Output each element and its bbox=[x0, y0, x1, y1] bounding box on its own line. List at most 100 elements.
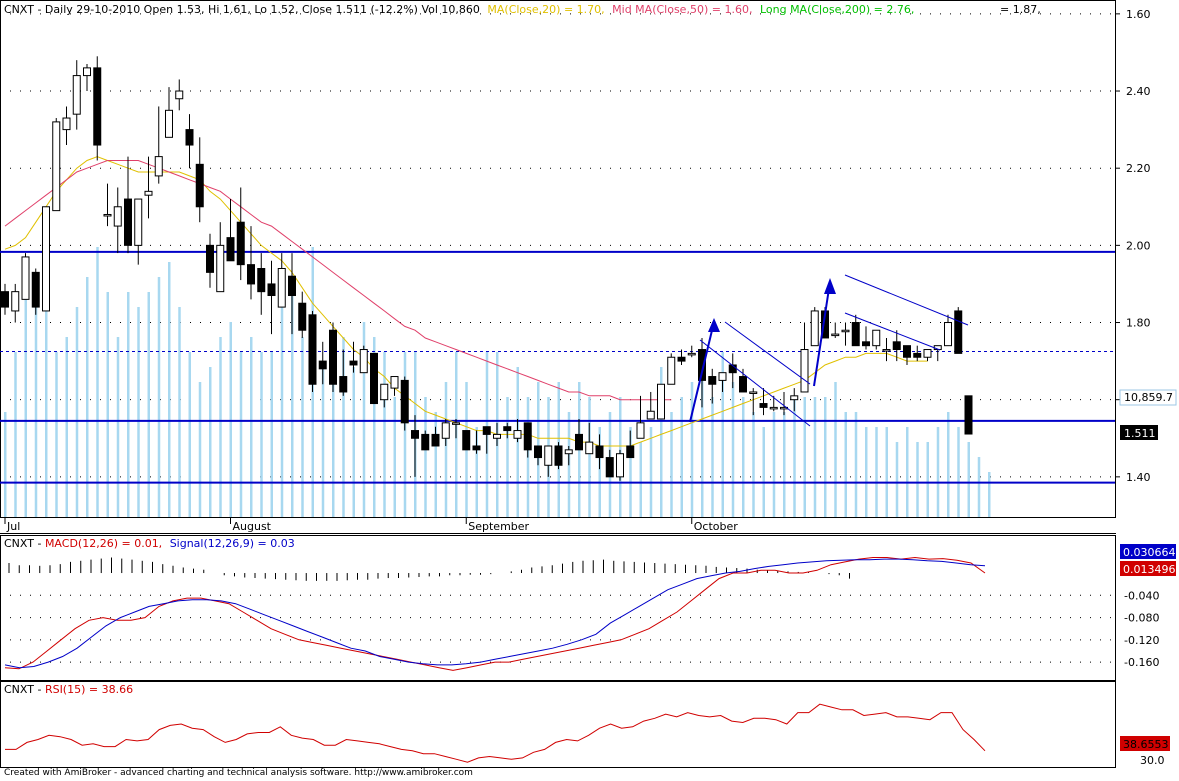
footer-credit: Created with AmiBroker - advanced charti… bbox=[4, 768, 473, 778]
candle-up bbox=[657, 383, 665, 420]
candle-up bbox=[103, 213, 112, 217]
signal-value-box bbox=[1120, 561, 1176, 576]
volume-value-box bbox=[1119, 389, 1177, 406]
macd-value-label: 0.030664 bbox=[1123, 546, 1176, 559]
candle-up bbox=[52, 121, 61, 212]
candle-down bbox=[472, 445, 481, 451]
macd-tick-label: -0.160 bbox=[1124, 656, 1159, 669]
volume-bar bbox=[588, 397, 591, 517]
volume-bar bbox=[916, 442, 919, 517]
volume-bar bbox=[147, 292, 150, 517]
volume-bar bbox=[772, 412, 776, 517]
volume-bar bbox=[865, 427, 868, 517]
candle-up bbox=[646, 410, 655, 420]
volume-bar bbox=[752, 412, 755, 517]
volume-bar bbox=[270, 352, 273, 517]
candle-down bbox=[185, 129, 194, 146]
candle-down bbox=[370, 352, 378, 405]
candle-down bbox=[523, 422, 532, 451]
candle-up bbox=[882, 349, 891, 352]
candle-down bbox=[339, 376, 348, 393]
trend-arrow-1-head bbox=[708, 318, 720, 332]
candle-up bbox=[216, 244, 225, 293]
price-tick-label: 1.80 bbox=[1126, 317, 1151, 330]
macd-panel-frame bbox=[0, 535, 1116, 681]
candle-down bbox=[308, 314, 317, 385]
price-tick-label: 1.40 bbox=[1126, 471, 1151, 484]
volume-bar bbox=[209, 367, 212, 517]
volume-bar bbox=[598, 427, 601, 517]
candle-down bbox=[288, 275, 296, 297]
candle-up bbox=[165, 109, 173, 138]
volume-bar bbox=[936, 427, 940, 517]
candle-up bbox=[800, 349, 809, 393]
volume-bar bbox=[362, 322, 366, 517]
volume-bar bbox=[116, 337, 120, 517]
trend-arrow-1 bbox=[689, 321, 715, 423]
rsi-header-ticker: CNXT - bbox=[4, 683, 45, 696]
candle-down bbox=[267, 283, 276, 297]
rsi-polyline bbox=[5, 703, 986, 763]
volume-bar bbox=[680, 397, 683, 517]
candle-down bbox=[421, 433, 430, 451]
candle-down bbox=[298, 302, 307, 331]
volume-bars bbox=[4, 247, 991, 517]
candle-down bbox=[677, 356, 686, 362]
price-tick-label: 2.00 bbox=[1126, 239, 1151, 252]
candle-up bbox=[380, 383, 389, 401]
candle-up bbox=[810, 310, 819, 347]
ma50-line bbox=[4, 160, 672, 401]
candle-down bbox=[431, 433, 440, 447]
volume-bar bbox=[875, 427, 878, 517]
volume-bar bbox=[342, 337, 345, 517]
volume-bar bbox=[885, 427, 888, 517]
date-axis: Jul August September October bbox=[4, 517, 738, 533]
extra-header: = 1.87, bbox=[1000, 3, 1041, 16]
volume-bar bbox=[373, 337, 376, 517]
macd-tick-label: -0.040 bbox=[1124, 589, 1159, 602]
macd-tick-label: -0.080 bbox=[1124, 612, 1159, 625]
volume-bar bbox=[301, 337, 304, 517]
candle-down bbox=[1, 291, 9, 308]
volume-bar bbox=[198, 382, 202, 517]
volume-bar bbox=[178, 307, 181, 517]
candle-down bbox=[93, 67, 102, 146]
price-header: CNXT - Daily 29-10-2010 Open 1.53, Hi 1.… bbox=[4, 3, 914, 16]
volume-bar bbox=[96, 247, 99, 517]
volume-bar bbox=[14, 352, 17, 517]
candle-down bbox=[954, 310, 963, 354]
candle-down bbox=[575, 433, 583, 451]
candle-down bbox=[708, 376, 717, 385]
candle-up bbox=[831, 333, 840, 337]
macd-header-ticker: CNXT - bbox=[4, 537, 45, 550]
volume-bar bbox=[260, 352, 263, 517]
close-value-box bbox=[1120, 425, 1158, 440]
candle-down bbox=[236, 221, 245, 266]
macd-value-box bbox=[1120, 544, 1176, 559]
candle-down bbox=[318, 360, 327, 370]
candle-up bbox=[441, 422, 450, 439]
volume-bar bbox=[721, 352, 724, 517]
volume-bar bbox=[239, 352, 243, 517]
volume-bar bbox=[742, 397, 745, 517]
ma200-header: Long MA(Close,200) = 2.76, bbox=[760, 3, 914, 16]
volume-bar bbox=[55, 352, 58, 517]
volume-bar bbox=[4, 412, 7, 517]
volume-bar bbox=[168, 262, 171, 517]
volume-bar bbox=[783, 412, 786, 517]
rsi-tick-30: 30.0 bbox=[1140, 754, 1165, 767]
rsi-header-value: RSI(15) = 38.66 bbox=[45, 683, 133, 696]
macd-header-signal: Signal(12,26,9) = 0.03 bbox=[170, 537, 295, 550]
volume-bar bbox=[424, 397, 427, 517]
candle-up bbox=[841, 329, 850, 333]
volume-bar bbox=[188, 352, 191, 517]
candle-up bbox=[687, 352, 696, 356]
candle-up bbox=[769, 406, 778, 410]
volume-value-label: 10,859.7 bbox=[1124, 391, 1173, 404]
candle-down bbox=[411, 430, 419, 439]
macd-header: CNXT - MACD(12,26) = 0.01, Signal(12,26,… bbox=[4, 537, 295, 550]
candle-down bbox=[698, 349, 706, 381]
volume-bar bbox=[988, 472, 991, 517]
trend-arrow-2-head bbox=[824, 278, 836, 294]
volume-bar bbox=[711, 397, 714, 517]
